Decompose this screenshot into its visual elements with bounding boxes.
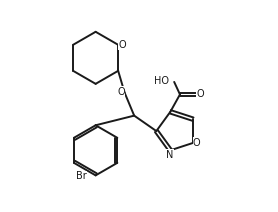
Text: O: O <box>193 138 201 148</box>
Text: N: N <box>166 149 173 160</box>
Text: O: O <box>117 86 125 96</box>
Text: O: O <box>196 89 203 99</box>
Text: Br: Br <box>76 171 87 181</box>
Text: HO: HO <box>154 76 169 86</box>
Text: O: O <box>119 40 126 50</box>
